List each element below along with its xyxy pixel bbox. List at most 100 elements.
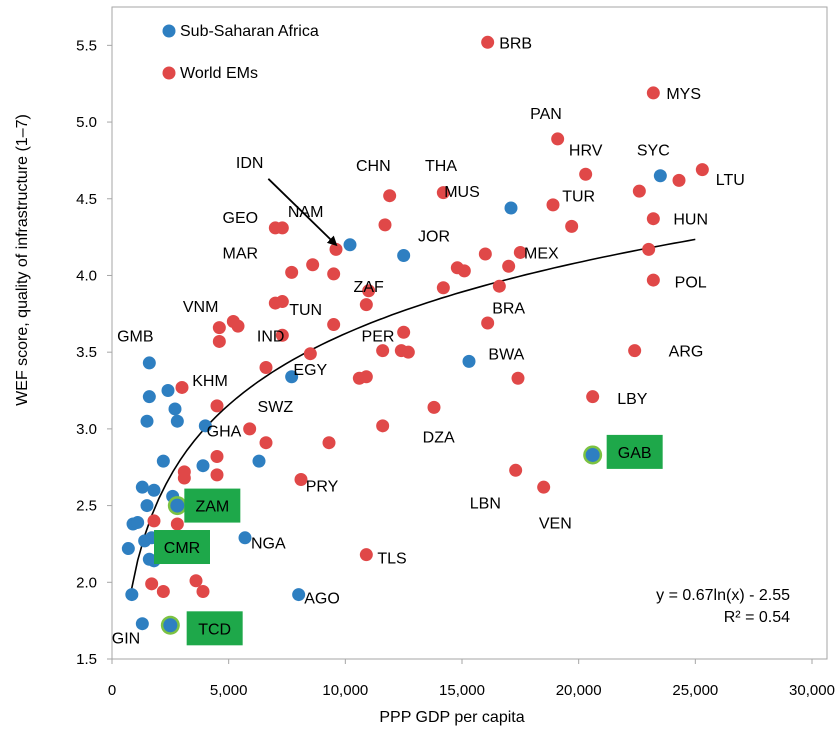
trendline xyxy=(129,238,696,594)
world-em-point xyxy=(210,468,224,482)
world-em-point xyxy=(436,281,450,295)
country-label-egy: EGY xyxy=(293,362,327,379)
world-em-point xyxy=(259,361,273,375)
world-em-point xyxy=(502,259,516,273)
country-label-swz: SWZ xyxy=(258,399,294,416)
world-em-point xyxy=(359,548,373,562)
world-em-point xyxy=(481,316,495,330)
y-tick-label: 3.5 xyxy=(76,344,97,361)
country-labels: BRB MYS PAN HRV SYC LTU THA CHN IDN MUS TUR HUN NAM G… xyxy=(112,35,745,647)
boxed-label-zam: ZAM xyxy=(195,499,229,516)
world-em-point xyxy=(327,267,341,281)
y-tick-label: 2.5 xyxy=(76,498,97,515)
y-tick-label: 3.0 xyxy=(76,421,97,438)
legend-label-world-ems: World EMs xyxy=(180,65,258,82)
legend-label-ssa: Sub-Saharan Africa xyxy=(180,23,319,40)
ssa-point xyxy=(504,201,518,215)
ssa-point xyxy=(161,384,175,398)
world-em-point xyxy=(646,273,660,287)
country-label-per: PER xyxy=(362,328,395,345)
country-label-vnm: VNM xyxy=(183,299,219,316)
world-em-point xyxy=(210,449,224,463)
trendline-curve xyxy=(129,238,696,594)
country-label-hun: HUN xyxy=(673,212,708,229)
ssa-point xyxy=(147,483,161,497)
country-label-zaf: ZAF xyxy=(354,279,384,296)
y-tick-label: 5.0 xyxy=(76,114,97,131)
country-label-ltu: LTU xyxy=(716,172,745,189)
ssa-point xyxy=(156,454,170,468)
world-em-point xyxy=(579,167,593,181)
ssa-point xyxy=(135,480,149,494)
country-label-mex: MEX xyxy=(524,245,559,262)
country-label-ven: VEN xyxy=(539,515,572,532)
world-em-point xyxy=(376,344,390,358)
world-em-point xyxy=(362,284,376,298)
world-em-point xyxy=(359,370,373,384)
world-em-point xyxy=(397,325,411,339)
ssa-point xyxy=(198,419,212,433)
world-em-point xyxy=(329,242,343,256)
country-label-pan: PAN xyxy=(530,106,562,123)
label-box-gab xyxy=(606,434,663,469)
world-em-point xyxy=(177,471,191,485)
x-tick-label: 15,000 xyxy=(439,682,485,699)
country-label-brb: BRB xyxy=(499,35,532,52)
world-em-point xyxy=(196,584,210,598)
country-label-idn: IDN xyxy=(236,155,264,172)
world-em-point xyxy=(327,318,341,332)
country-label-gha: GHA xyxy=(207,423,242,440)
country-label-bwa: BWA xyxy=(488,347,524,364)
world-em-point xyxy=(383,189,397,203)
highlight-point-gab xyxy=(585,447,600,462)
trendline-equation: y = 0.67ln(x) - 2.55 xyxy=(656,587,790,604)
ssa-point xyxy=(140,414,154,428)
x-tick-label: 30,000 xyxy=(789,682,835,699)
country-label-nam: NAM xyxy=(288,204,324,221)
country-label-lbn: LBN xyxy=(470,496,501,513)
ssa-point xyxy=(168,402,182,416)
world-em-point xyxy=(376,419,390,433)
ssa-point xyxy=(252,454,266,468)
ssa-point xyxy=(653,169,667,183)
world-em-point xyxy=(546,198,560,212)
world-em-point xyxy=(210,399,224,413)
country-label-ind: IND xyxy=(257,328,285,345)
ssa-point xyxy=(196,459,210,473)
country-label-gmb: GMB xyxy=(117,328,153,345)
world-em-point xyxy=(492,279,506,293)
world-em-point xyxy=(359,298,373,312)
country-label-mus: MUS xyxy=(444,184,480,201)
y-tick-label: 4.0 xyxy=(76,267,97,284)
world-em-point xyxy=(378,218,392,232)
world-em-point xyxy=(156,584,170,598)
world-em-point xyxy=(285,265,299,279)
world-em-point xyxy=(642,242,656,256)
world-em-point xyxy=(511,371,525,385)
world-em-point xyxy=(478,247,492,261)
world-em-point xyxy=(189,574,203,588)
axes: 0 5,000 10,000 15,000 20,000 25,000 30,000 1.5 2… xyxy=(76,37,835,699)
y-tick-label: 2.0 xyxy=(76,574,97,591)
country-label-mar: MAR xyxy=(223,245,259,262)
boxed-label-gab: GAB xyxy=(618,445,652,462)
world-em-point xyxy=(259,436,273,450)
world-em-point xyxy=(303,347,317,361)
world-em-point xyxy=(322,436,336,450)
world-em-point xyxy=(294,473,308,487)
country-label-chn: CHN xyxy=(356,158,391,175)
world-em-point xyxy=(509,463,523,477)
country-label-geo: GEO xyxy=(223,210,259,227)
world-em-point xyxy=(170,517,184,531)
world-em-point xyxy=(695,163,709,177)
legend-marker-ssa xyxy=(162,24,176,38)
r-squared: R² = 0.54 xyxy=(724,609,790,626)
x-tick-label: 20,000 xyxy=(556,682,602,699)
world-em-point xyxy=(275,295,289,309)
country-label-arg: ARG xyxy=(669,344,704,361)
label-box-cmr xyxy=(154,530,210,565)
legend: Sub-Saharan Africa World EMs xyxy=(162,23,319,82)
country-label-mys: MYS xyxy=(666,86,701,103)
country-label-lby: LBY xyxy=(617,391,648,408)
ssa-point xyxy=(238,531,252,545)
